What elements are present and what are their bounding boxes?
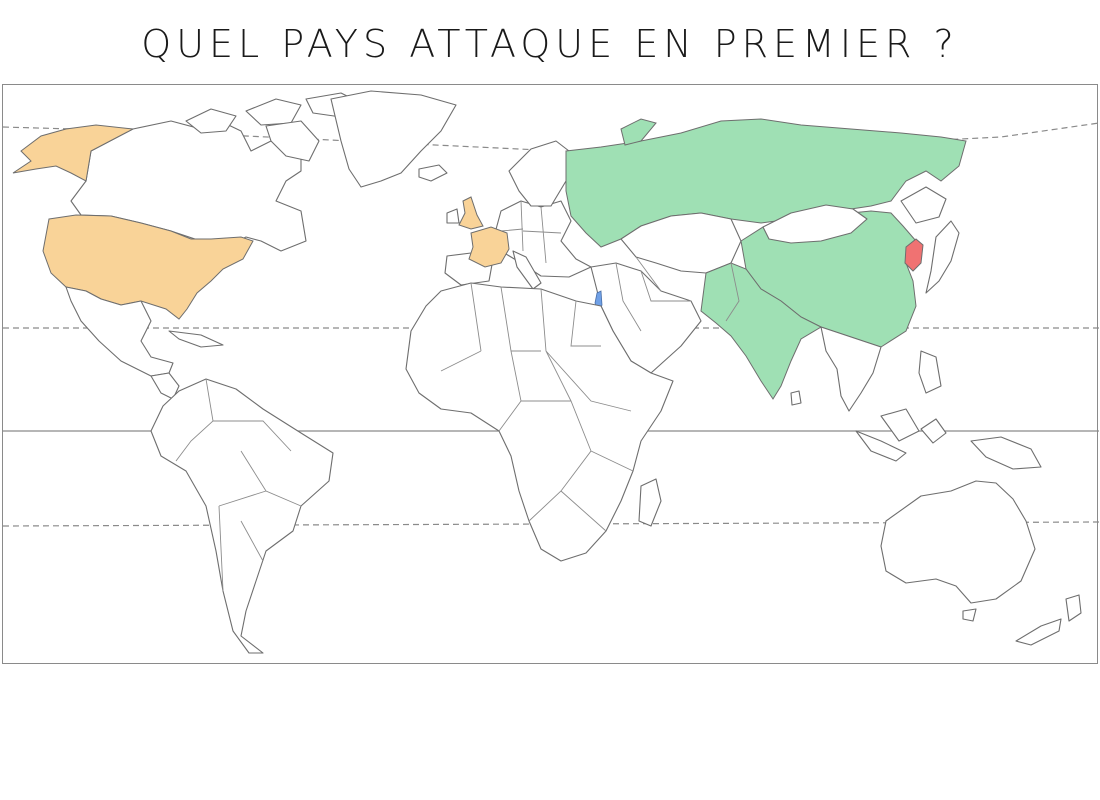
madagascar[interactable] [638, 478, 662, 527]
central-america [150, 372, 180, 400]
africa-borders [440, 282, 634, 532]
mexico[interactable] [65, 286, 174, 377]
north-korea[interactable] [904, 238, 924, 272]
world-map [2, 84, 1099, 664]
middle-east-borders [615, 256, 691, 332]
alaska[interactable] [12, 124, 135, 182]
baffin-island [265, 120, 320, 162]
new-guinea [970, 436, 1042, 470]
europe-borders [500, 200, 562, 264]
south-america-borders [175, 378, 302, 592]
indonesia-1 [855, 430, 907, 462]
new-zealand-south [1015, 618, 1062, 646]
tasmania [962, 608, 977, 622]
philippines [918, 350, 942, 394]
manchuria-coast [900, 186, 947, 224]
indonesia-3 [920, 418, 947, 444]
arctic-island-2 [245, 98, 302, 126]
japan[interactable] [925, 220, 960, 294]
cuba [168, 330, 224, 348]
france[interactable] [468, 226, 510, 268]
arctic-island-1 [185, 108, 237, 134]
south-america[interactable] [150, 378, 334, 654]
southeast-asia[interactable] [820, 326, 882, 412]
scandinavia[interactable] [508, 140, 570, 207]
central-asia[interactable] [620, 212, 742, 274]
ireland [446, 208, 460, 224]
iceland [418, 164, 448, 182]
mongolia[interactable] [762, 204, 868, 244]
new-zealand-north [1065, 594, 1082, 622]
australia[interactable] [880, 480, 1036, 604]
greenland[interactable] [330, 90, 457, 188]
indonesia-2 [880, 408, 920, 442]
italy [512, 250, 542, 290]
sri-lanka [790, 390, 802, 406]
united-kingdom[interactable] [458, 196, 484, 230]
world-map-svg [3, 90, 1099, 654]
page-title: QUEL PAYS ATTAQUE EN PREMIER ? [141, 22, 959, 66]
novaya-zemlya [620, 118, 657, 146]
india-pakistan-border [725, 262, 740, 322]
india[interactable] [700, 262, 823, 400]
